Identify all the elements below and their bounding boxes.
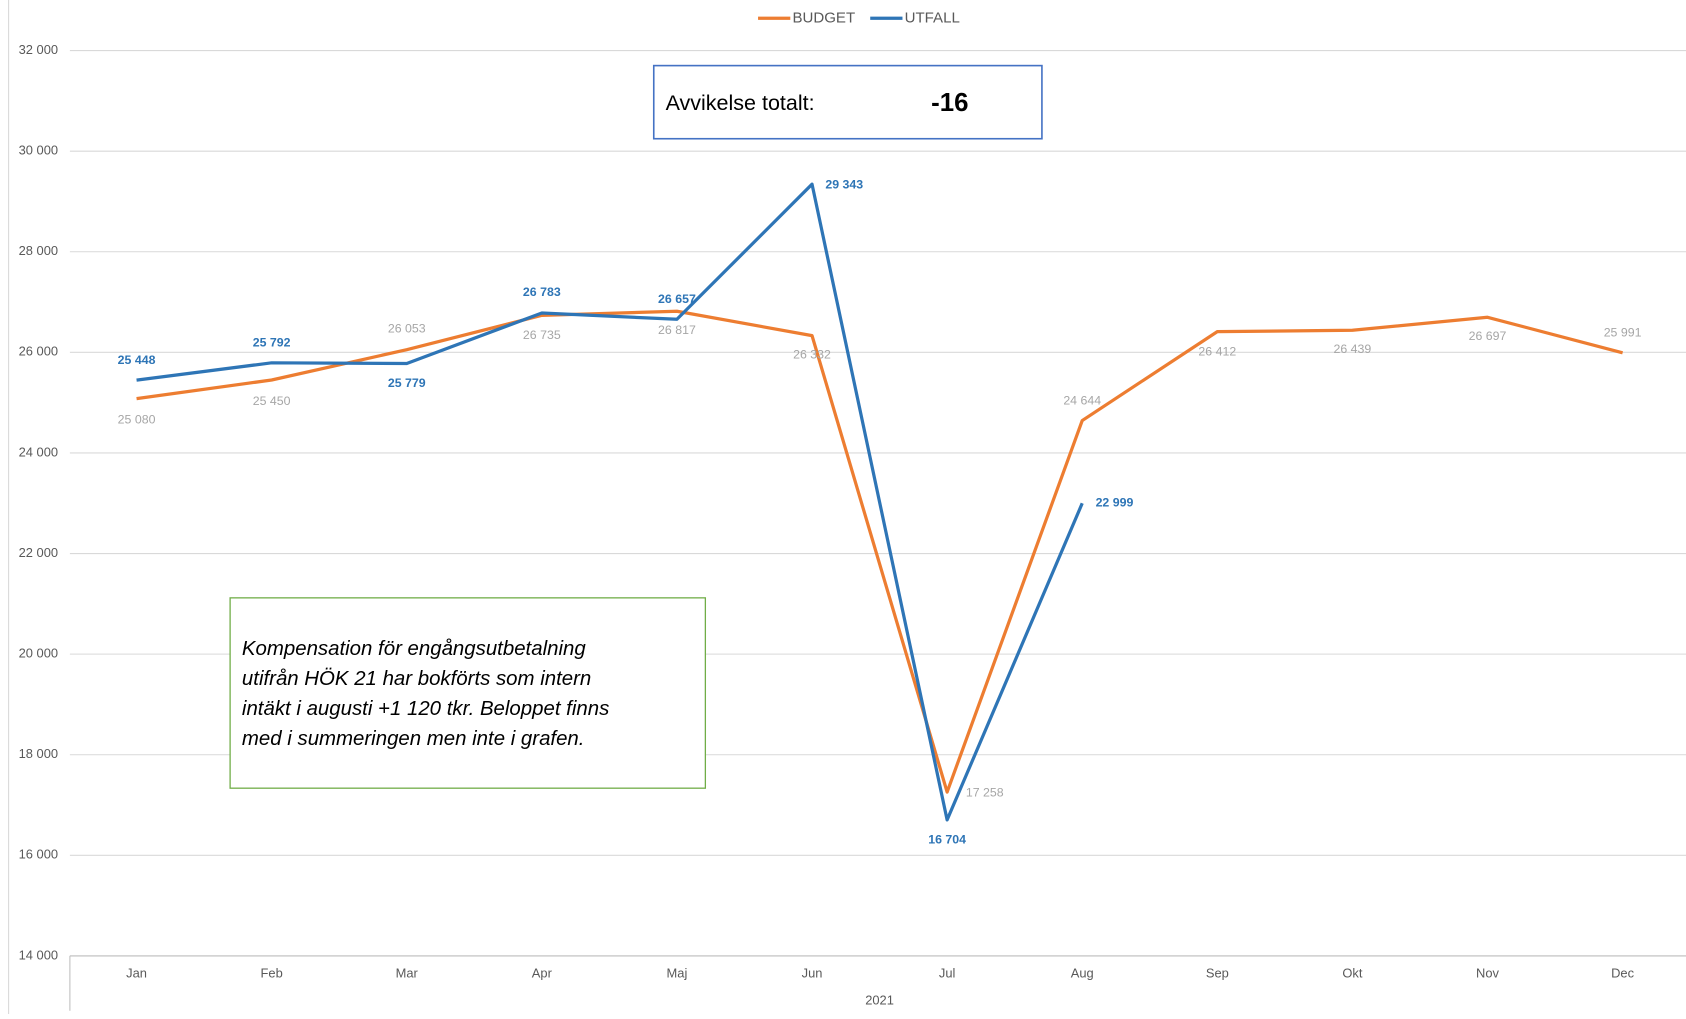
y-tick-label: 16 000 [19, 847, 58, 862]
series-line [136, 309, 1624, 794]
data-label: 25 792 [253, 336, 291, 350]
y-tick-label: 14 000 [19, 947, 58, 962]
data-label: 26 817 [658, 323, 696, 337]
annotation-line: med i summeringen men inte i grafen. [242, 728, 585, 750]
data-label: 25 991 [1604, 326, 1642, 340]
data-label: 16 704 [928, 833, 966, 847]
y-tick-label: 24 000 [19, 444, 58, 459]
x-tick-label: Dec [1611, 966, 1634, 981]
x-tick-label: Nov [1476, 966, 1499, 981]
data-label: 25 448 [118, 353, 156, 367]
data-label: 26 053 [388, 322, 426, 336]
data-label: 25 450 [253, 394, 291, 408]
x-tick-label: Aug [1071, 966, 1094, 981]
y-tick-label: 28 000 [19, 243, 58, 258]
x-tick-label: Maj [667, 966, 688, 981]
data-label: 17 258 [966, 785, 1004, 799]
data-label: 26 439 [1334, 342, 1372, 356]
x-tick-label: Feb [261, 966, 283, 981]
data-label: 24 644 [1063, 393, 1101, 407]
x-axis-label: 2021 [865, 992, 894, 1007]
series-line [136, 182, 1084, 822]
legend-label: UTFALL [905, 9, 960, 26]
x-tick-label: Jun [802, 966, 823, 981]
data-label: 29 343 [825, 178, 863, 192]
y-tick-label: 32 000 [19, 42, 58, 57]
y-tick-label: 26 000 [19, 344, 58, 359]
data-label: 22 999 [1096, 496, 1134, 510]
y-tick-label: 22 000 [19, 545, 58, 560]
data-label: 26 332 [793, 347, 831, 361]
x-tick-label: Jan [126, 966, 147, 981]
y-tick-label: 30 000 [19, 143, 58, 158]
summary-label: Avvikelse totalt: [666, 91, 815, 115]
x-tick-label: Jul [939, 966, 955, 981]
annotation-line: Kompensation för engångsutbetalning [242, 638, 586, 660]
summary-box [652, 64, 1043, 140]
data-label: 26 735 [523, 328, 561, 342]
x-tick-label: Mar [396, 966, 419, 981]
x-tick-label: Apr [532, 966, 553, 981]
data-label: 26 657 [658, 292, 696, 306]
data-label: 26 697 [1469, 329, 1507, 343]
x-tick-label: Sep [1206, 966, 1229, 981]
annotation-line: intäkt i augusti +1 120 tkr. Beloppet fi… [242, 698, 609, 720]
y-tick-label: 18 000 [19, 746, 58, 761]
data-label: 26 783 [523, 285, 561, 299]
legend-label: BUDGET [792, 9, 855, 26]
x-tick-label: Okt [1342, 966, 1362, 981]
y-tick-label: 20 000 [19, 646, 58, 661]
summary-value: -16 [931, 89, 968, 117]
data-label: 26 412 [1198, 344, 1236, 358]
annotation-line: utifrån HÖK 21 har bokförts som intern [242, 668, 591, 690]
data-label: 25 779 [388, 376, 426, 390]
data-label: 25 080 [118, 412, 156, 426]
annotation-box [229, 597, 707, 789]
